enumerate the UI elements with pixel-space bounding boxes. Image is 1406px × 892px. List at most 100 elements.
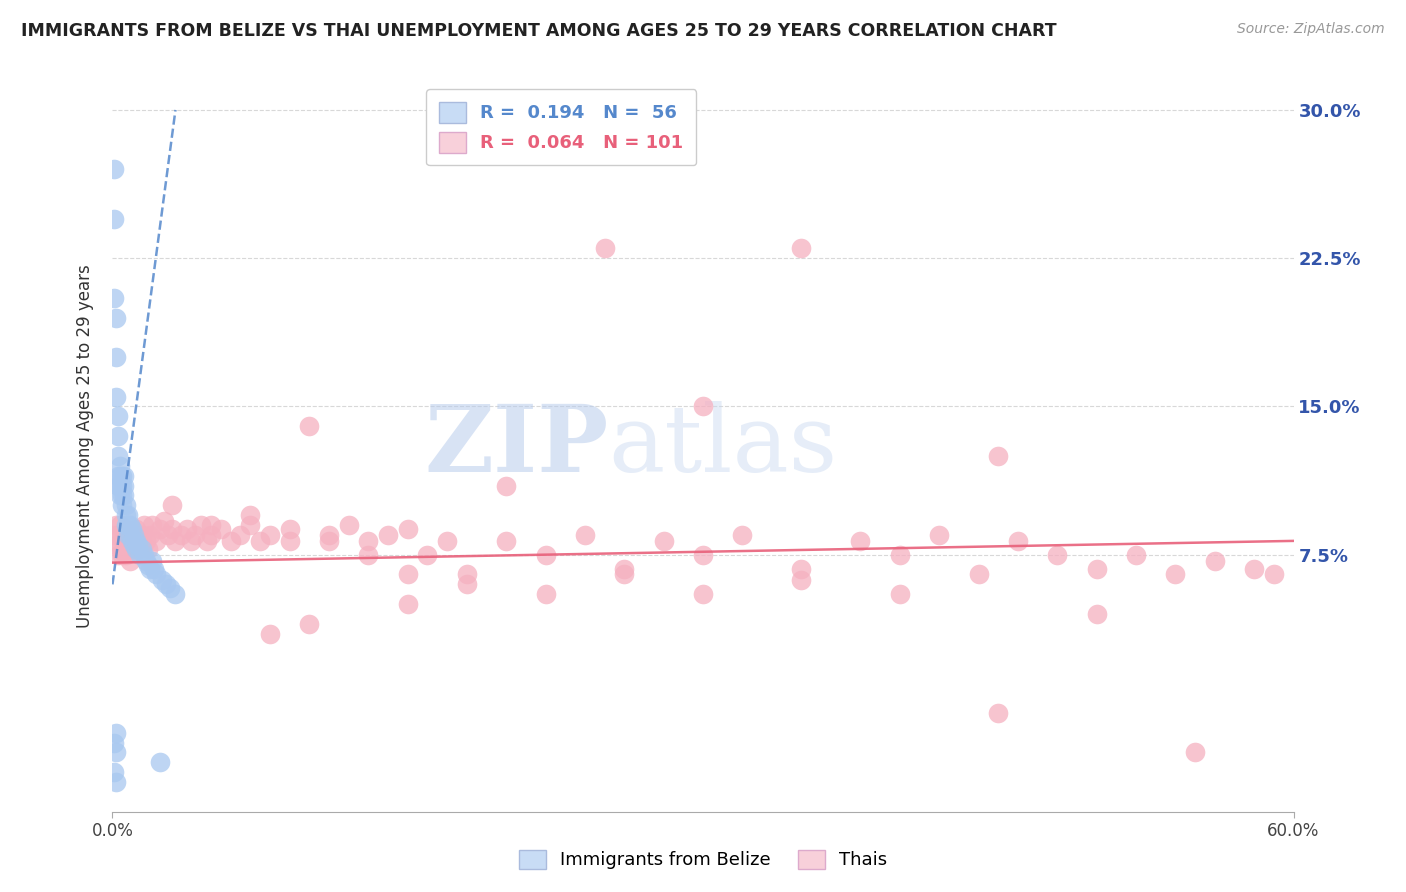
Point	[110, 468, 132, 483]
Point	[117, 541, 139, 556]
Point	[112, 488, 135, 502]
Point	[115, 518, 138, 533]
Point	[117, 528, 139, 542]
Point	[190, 518, 212, 533]
Point	[318, 528, 340, 542]
Point	[165, 587, 187, 601]
Point	[120, 518, 142, 533]
Point	[115, 498, 138, 512]
Point	[136, 541, 159, 556]
Point	[103, 211, 125, 226]
Point	[396, 597, 419, 611]
Point	[593, 241, 616, 255]
Point	[105, 538, 128, 552]
Point	[278, 522, 301, 536]
Point	[111, 528, 134, 542]
Point	[117, 533, 139, 548]
Point	[139, 561, 162, 575]
Point	[129, 541, 152, 556]
Point	[495, 533, 517, 548]
Point	[125, 541, 148, 556]
Point	[790, 561, 813, 575]
Point	[145, 567, 167, 582]
Point	[1184, 746, 1206, 760]
Point	[110, 458, 132, 473]
Point	[111, 498, 134, 512]
Point	[141, 518, 163, 533]
Point	[692, 400, 714, 414]
Text: atlas: atlas	[609, 401, 838, 491]
Point	[121, 538, 143, 552]
Point	[103, 735, 125, 749]
Point	[125, 533, 148, 548]
Point	[115, 522, 138, 536]
Point	[135, 533, 157, 548]
Point	[790, 574, 813, 588]
Point	[107, 409, 129, 424]
Point	[1085, 607, 1108, 621]
Point	[176, 522, 198, 536]
Point	[110, 488, 132, 502]
Point	[889, 587, 911, 601]
Point	[170, 528, 193, 542]
Point	[298, 419, 321, 434]
Point	[111, 548, 134, 562]
Point	[127, 533, 149, 548]
Point	[298, 616, 321, 631]
Point	[107, 548, 129, 562]
Point	[160, 522, 183, 536]
Point	[103, 291, 125, 305]
Point	[249, 533, 271, 548]
Point	[259, 627, 281, 641]
Point	[259, 528, 281, 542]
Point	[107, 429, 129, 443]
Point	[1046, 548, 1069, 562]
Point	[135, 554, 157, 568]
Point	[131, 541, 153, 556]
Point	[1263, 567, 1285, 582]
Point	[139, 528, 162, 542]
Point	[534, 548, 557, 562]
Point	[155, 577, 177, 591]
Point	[111, 468, 134, 483]
Point	[112, 541, 135, 556]
Point	[105, 350, 128, 364]
Point	[613, 561, 636, 575]
Point	[209, 522, 232, 536]
Point	[1204, 554, 1226, 568]
Point	[456, 577, 478, 591]
Point	[107, 468, 129, 483]
Point	[377, 528, 399, 542]
Point	[115, 508, 138, 523]
Point	[121, 533, 143, 548]
Point	[692, 548, 714, 562]
Point	[396, 567, 419, 582]
Point	[160, 498, 183, 512]
Point	[574, 528, 596, 542]
Point	[125, 522, 148, 536]
Point	[105, 775, 128, 789]
Point	[127, 538, 149, 552]
Point	[107, 528, 129, 542]
Point	[239, 518, 262, 533]
Point	[357, 548, 380, 562]
Point	[184, 528, 207, 542]
Point	[200, 518, 222, 533]
Point	[456, 567, 478, 582]
Point	[613, 567, 636, 582]
Point	[652, 533, 675, 548]
Point	[396, 522, 419, 536]
Point	[967, 567, 990, 582]
Point	[120, 554, 142, 568]
Point	[152, 514, 174, 528]
Point	[1243, 561, 1265, 575]
Point	[103, 765, 125, 780]
Y-axis label: Unemployment Among Ages 25 to 29 years: Unemployment Among Ages 25 to 29 years	[76, 264, 94, 628]
Point	[110, 518, 132, 533]
Point	[278, 533, 301, 548]
Point	[105, 310, 128, 325]
Text: ZIP: ZIP	[425, 401, 609, 491]
Point	[149, 756, 172, 770]
Point	[416, 548, 439, 562]
Point	[105, 390, 128, 404]
